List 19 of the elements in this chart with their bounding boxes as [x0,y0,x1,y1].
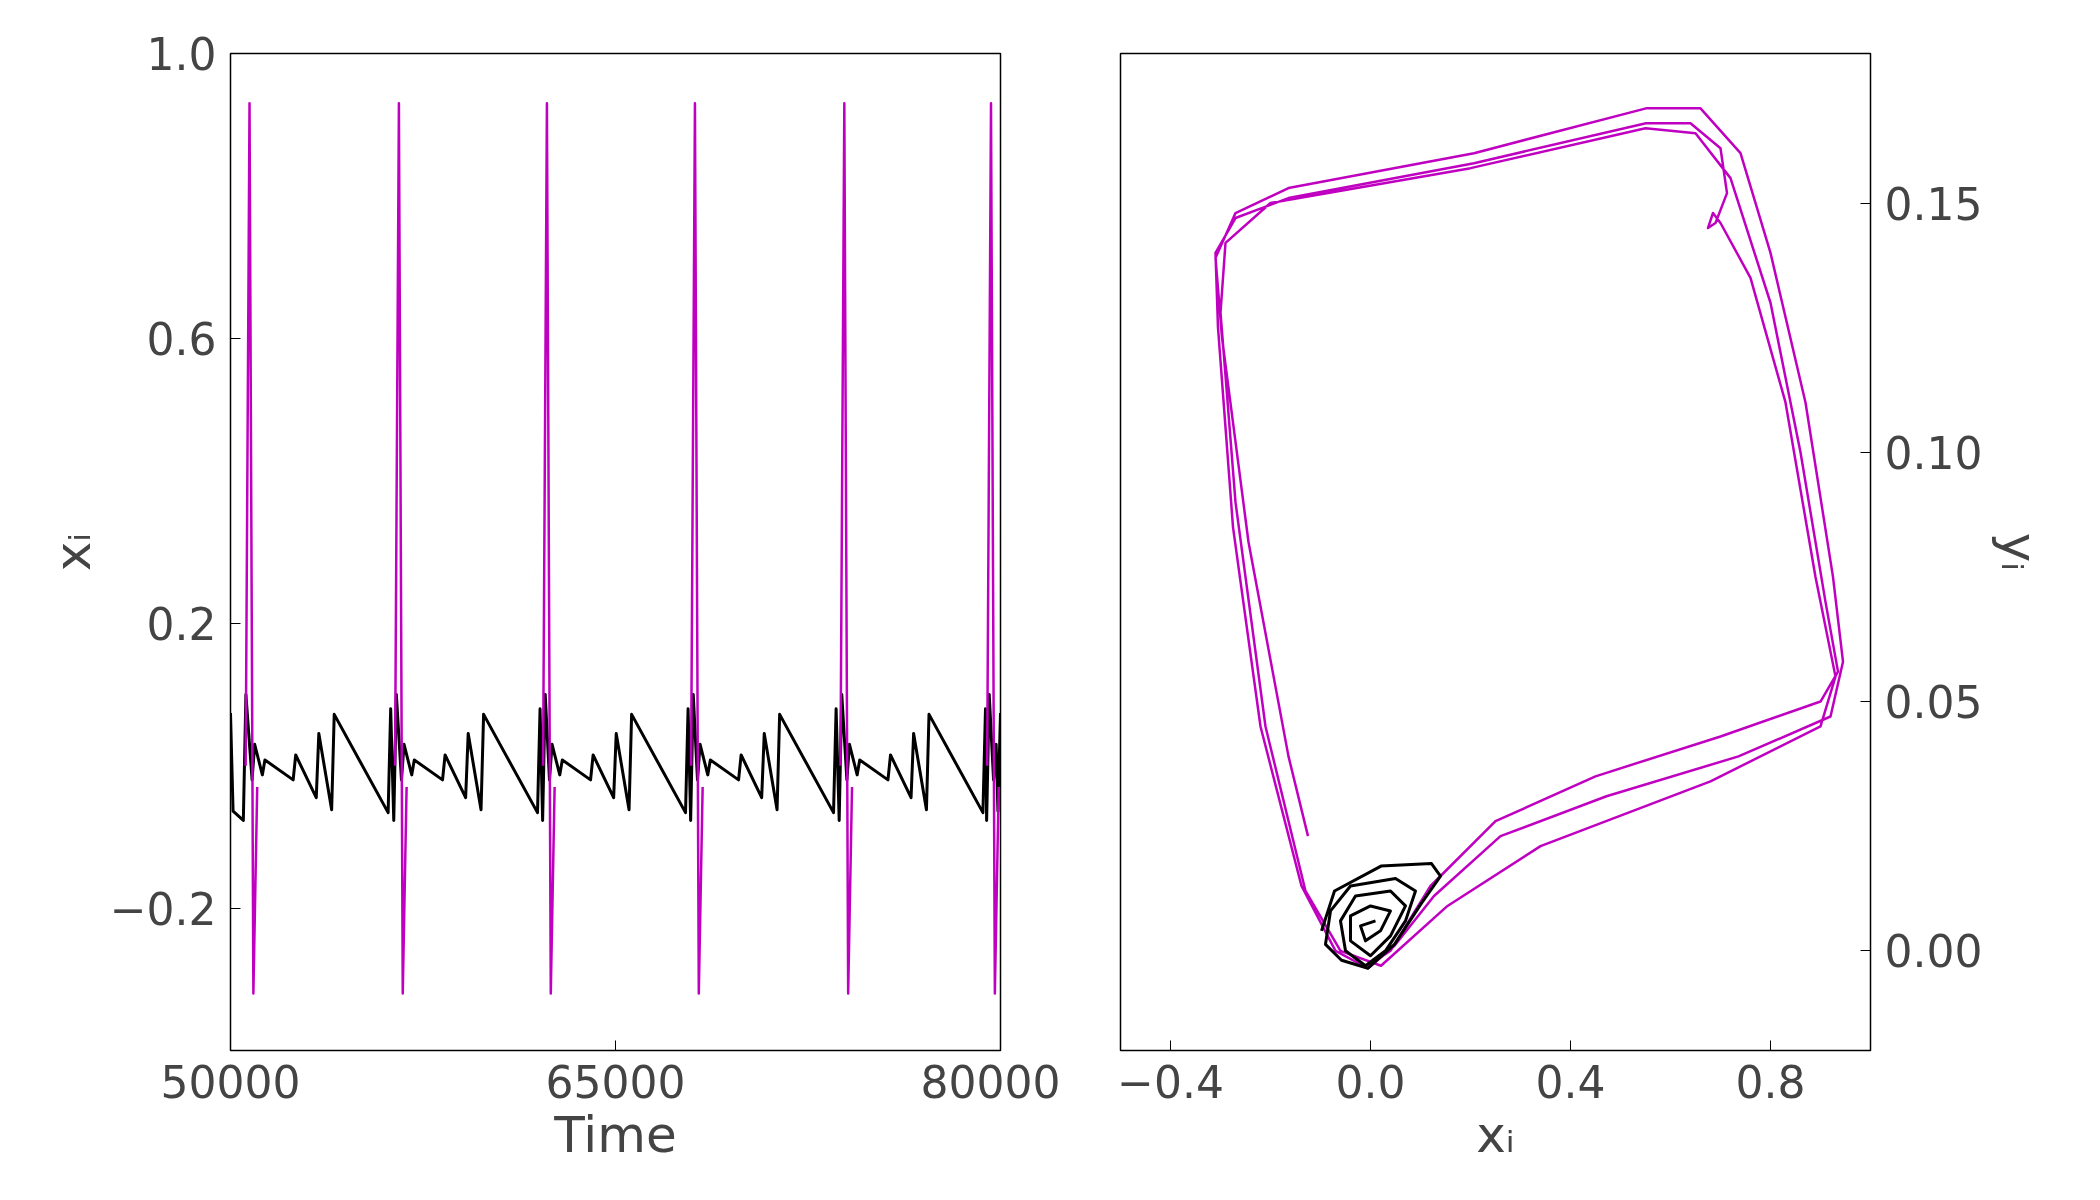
y2-axis-title: yᵢ [1990,532,2049,572]
x-tick-label: 0.8 [1735,1056,1806,1108]
x-tick-label: −0.4 [1117,1056,1224,1108]
y2-tick-label: 0.05 [1884,677,1983,729]
y2-tick-label: 0.15 [1884,178,1983,230]
y-tick-label: 0.2 [146,598,217,650]
y-tick-label: −0.2 [109,883,217,935]
x-tick-label: 0.0 [1335,1056,1406,1108]
x-axis-title: xᵢ [1476,1105,1515,1164]
y2-tick-label: 0.10 [1884,427,1983,479]
y-tick-label: 0.6 [146,313,217,365]
y-axis-title: xᵢ [43,532,102,572]
y-tick-label: 1.0 [146,29,217,80]
x-axis-title: Time [553,1105,677,1164]
x-tick-label: 65000 [545,1056,686,1108]
x-tick-label: 80000 [920,1056,1061,1108]
x-tick-label: 50000 [160,1056,301,1108]
y2-tick-label: 0.00 [1884,926,1983,978]
x-tick-label: 0.4 [1535,1056,1606,1108]
